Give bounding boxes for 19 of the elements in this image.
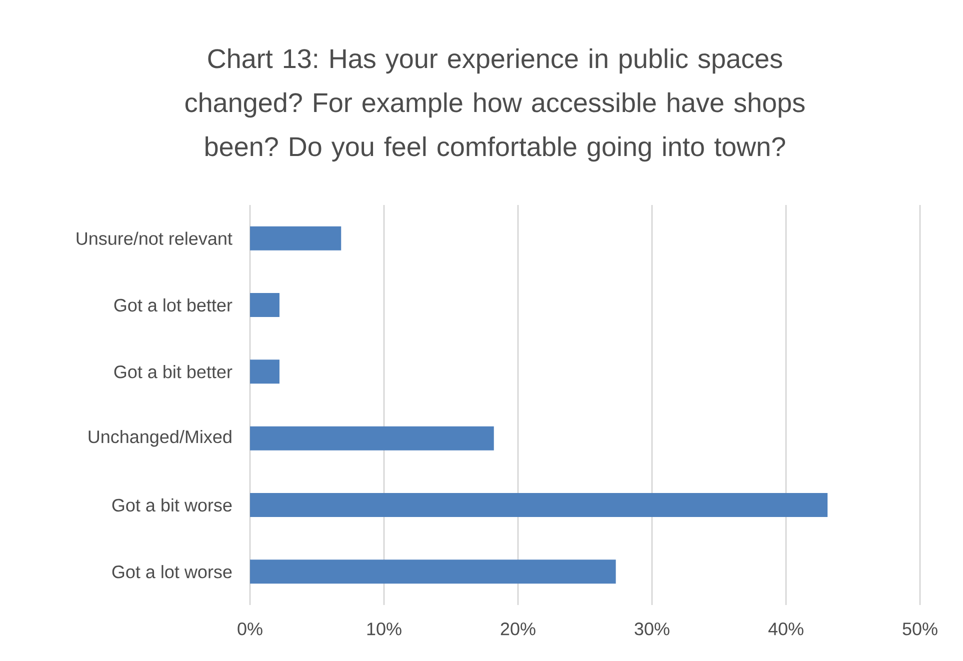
y-tick-label: Got a lot better (114, 298, 232, 312)
y-tick-label: Unsure/not relevant (76, 232, 232, 245)
x-tick-label: 30% (634, 622, 670, 636)
chart-title: Chart 13: Has your experience in public spaces changed? For example how accessible have shops been? Do you feel comfortable going into town? (185, 48, 805, 162)
bar (250, 493, 828, 517)
y-tick-label: Got a lot worse (112, 565, 232, 578)
y-tick-label: Got a bit worse (112, 498, 232, 512)
x-tick-label: 50% (902, 622, 938, 636)
x-tick-label: 10% (367, 622, 402, 636)
y-tick-label: Got a bit better (114, 365, 232, 378)
y-tick-label: Unchanged/Mixed (88, 430, 232, 447)
bar (250, 360, 280, 384)
bar (250, 560, 616, 584)
x-tick-label: 40% (768, 622, 804, 636)
bar (250, 226, 342, 250)
bar (250, 426, 494, 450)
x-tick-label: 0% (238, 622, 262, 636)
x-tick-label: 20% (500, 622, 536, 636)
bar (250, 293, 280, 317)
